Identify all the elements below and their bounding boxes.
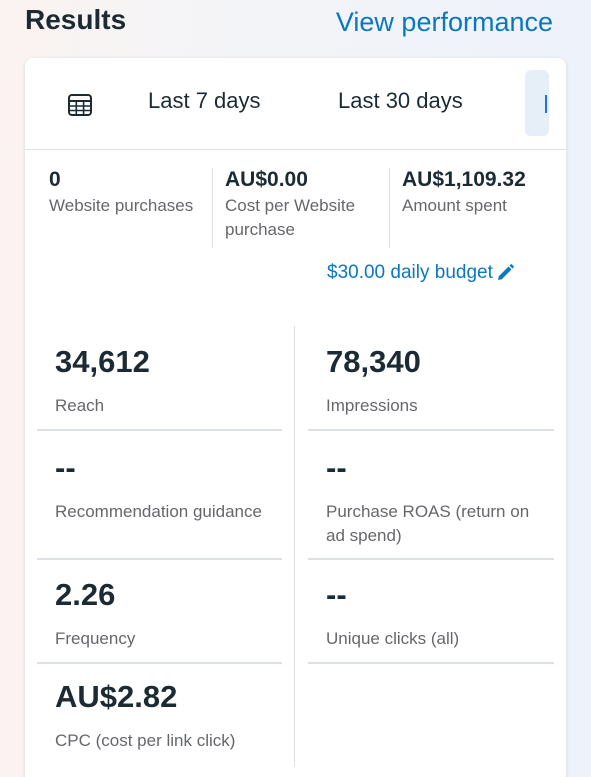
metric-label: Unique clicks (all) (326, 629, 460, 648)
metric-frequency: 2.26 Frequency (55, 577, 135, 651)
metric-recommendation-guidance: -- Recommendation guidance (55, 450, 275, 524)
page-title: Results (25, 4, 127, 35)
metric-label: Impressions (326, 396, 418, 415)
pencil-icon (497, 264, 514, 280)
tab-more-partial[interactable] (525, 70, 549, 136)
metric-label: Purchase ROAS (return on ad spend) (326, 502, 530, 545)
metric-value: 34,612 (55, 344, 150, 379)
divider (308, 662, 554, 664)
metric-value: 2.26 (55, 577, 116, 612)
budget-label: $30.00 daily budget (327, 262, 493, 283)
summary-label: Website purchases (49, 196, 194, 215)
divider (389, 168, 390, 248)
summary-value: AU$0.00 (225, 168, 308, 191)
divider (308, 558, 554, 560)
divider (37, 558, 282, 560)
metric-purchase-roas: -- Purchase ROAS (return on ad spend) (326, 450, 546, 548)
metric-value: -- (326, 577, 347, 612)
results-card: Last 7 days Last 30 days 0 Website purch… (25, 58, 566, 777)
tab-last-30-days[interactable]: Last 30 days (338, 88, 463, 113)
results-header: Results View performance (0, 0, 591, 50)
metric-label: Reach (55, 396, 105, 415)
calendar-icon[interactable] (67, 92, 93, 118)
metric-cpc: AU$2.82 CPC (cost per link click) (55, 679, 235, 753)
metric-value: -- (326, 450, 347, 485)
date-range-tabs: Last 7 days Last 30 days (25, 58, 566, 150)
summary-website-purchases: 0 Website purchases (49, 168, 214, 218)
summary-row: 0 Website purchases AU$0.00 Cost per Web… (25, 150, 566, 310)
metric-value: AU$2.82 (55, 679, 178, 714)
daily-budget-link[interactable]: $30.00 daily budget (327, 262, 515, 284)
metrics-column-divider (294, 326, 295, 766)
summary-cost-per-purchase: AU$0.00 Cost per Website purchase (225, 168, 385, 242)
divider (37, 429, 282, 431)
metric-value: 78,340 (326, 344, 421, 379)
summary-label: Amount spent (402, 196, 507, 215)
summary-label: Cost per Website purchase (225, 196, 356, 239)
metric-label: Frequency (55, 629, 136, 648)
metric-impressions: 78,340 Impressions (326, 344, 421, 418)
divider (308, 429, 554, 431)
divider (37, 662, 282, 664)
divider (212, 168, 213, 248)
metric-label: CPC (cost per link click) (55, 731, 236, 750)
metric-label: Recommendation guidance (55, 502, 262, 521)
summary-amount-spent: AU$1,109.32 Amount spent (402, 168, 562, 218)
metric-value: -- (55, 450, 76, 485)
metric-reach: 34,612 Reach (55, 344, 150, 418)
summary-value: 0 (49, 168, 61, 191)
metric-unique-clicks: -- Unique clicks (all) (326, 577, 459, 651)
summary-value: AU$1,109.32 (402, 168, 526, 191)
view-performance-link[interactable]: View performance (335, 7, 553, 37)
tab-last-7-days[interactable]: Last 7 days (148, 88, 261, 113)
